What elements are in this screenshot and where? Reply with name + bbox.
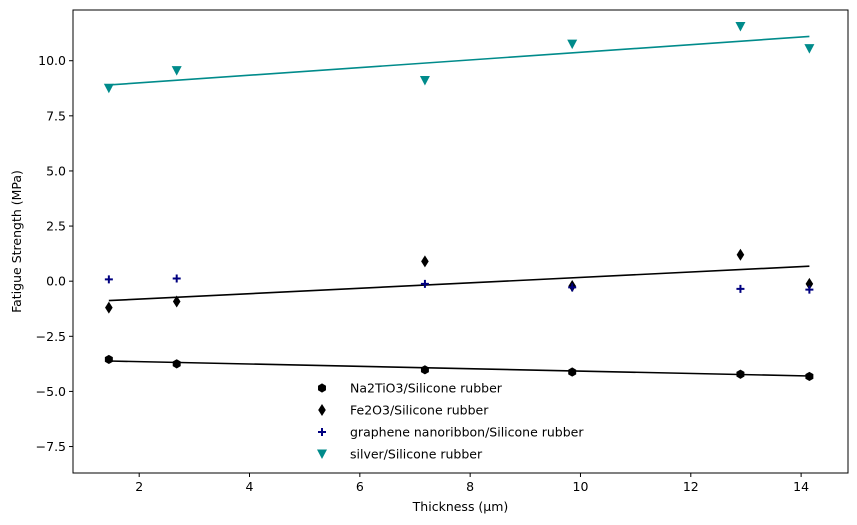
y-tick-label: 7.5 <box>46 108 66 123</box>
x-tick-label: 10 <box>573 479 589 494</box>
data-point <box>103 83 114 94</box>
data-point <box>568 367 577 377</box>
y-tick-label: 0.0 <box>46 274 66 289</box>
data-point <box>735 22 746 32</box>
fit-line <box>108 360 810 377</box>
y-axis-label: Fatigue Strength (MPa) <box>9 170 24 313</box>
data-point <box>421 255 429 268</box>
data-point <box>105 301 113 314</box>
y-tick-label: 5.0 <box>46 163 66 178</box>
x-tick-label: 6 <box>356 479 364 494</box>
y-tick-label: −2.5 <box>36 329 66 344</box>
x-axis-ticks: 2 4 6 8 10 12 14 <box>135 473 809 494</box>
data-point <box>420 365 429 375</box>
data-points <box>103 22 815 382</box>
data-point <box>104 354 113 365</box>
legend-label: Na2TiO3/Silicone rubber <box>350 381 503 396</box>
x-axis-label: Thickness (µm) <box>412 499 509 514</box>
fit-line <box>108 35 810 86</box>
y-axis-ticks: −7.5 −5.0 −2.5 0.0 2.5 5.0 7.5 10.0 <box>36 53 73 454</box>
data-point <box>736 369 745 379</box>
legend-marker <box>317 449 327 459</box>
data-point <box>805 285 814 294</box>
x-tick-label: 12 <box>683 479 699 494</box>
legend-marker <box>318 383 326 393</box>
data-point <box>419 76 430 86</box>
x-tick-label: 14 <box>793 479 809 494</box>
data-point <box>420 279 429 288</box>
data-point <box>568 283 577 292</box>
data-point <box>736 248 745 261</box>
legend-label: Fe2O3/Silicone rubber <box>350 403 489 418</box>
y-tick-label: −7.5 <box>36 439 66 454</box>
data-point <box>172 274 181 283</box>
y-tick-label: −5.0 <box>36 384 66 399</box>
x-tick-label: 8 <box>466 479 474 494</box>
fit-line <box>108 265 810 302</box>
y-tick-label: 2.5 <box>46 219 66 234</box>
data-point <box>172 295 181 308</box>
fit-lines <box>108 35 810 377</box>
legend: Na2TiO3/Silicone rubber Fe2O3/Silicone ru… <box>317 381 584 462</box>
data-point <box>567 39 578 50</box>
legend-marker <box>318 428 326 436</box>
data-point <box>171 66 182 76</box>
data-point <box>805 277 814 290</box>
data-point <box>805 371 814 382</box>
legend-marker <box>318 404 326 416</box>
plot-area <box>73 10 848 473</box>
data-point <box>736 284 745 293</box>
plot-frame <box>72 9 849 474</box>
x-tick-label: 2 <box>135 479 143 494</box>
data-point <box>804 44 815 54</box>
legend-label: silver/Silicone rubber <box>350 447 483 462</box>
data-point <box>104 275 113 284</box>
y-tick-label: 10.0 <box>38 53 66 68</box>
data-point <box>172 359 181 369</box>
x-tick-label: 4 <box>246 479 254 494</box>
legend-label: graphene nanoribbon/Silicone rubber <box>350 425 584 440</box>
